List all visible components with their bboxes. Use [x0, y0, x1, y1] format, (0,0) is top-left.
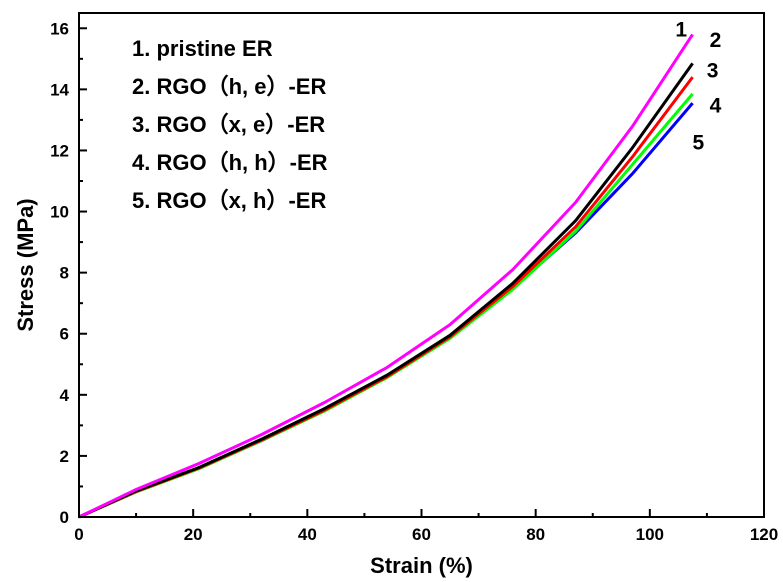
x-tick-label: 60 [412, 525, 431, 544]
y-tick-label: 10 [50, 203, 69, 222]
curve-label-5: 5 [693, 131, 705, 154]
y-tick-label: 4 [60, 386, 70, 405]
series-line-2 [78, 62, 694, 519]
x-tick-label: 100 [636, 525, 664, 544]
x-tick-label: 20 [184, 525, 203, 544]
x-axis: 0 20 40 60 80 100 120 [74, 509, 778, 544]
curve-label-2: 2 [710, 29, 722, 52]
y-tick-label: 14 [50, 80, 69, 99]
y-tick-label: 2 [60, 447, 69, 466]
legend-entry: 3. RGO（x, e）-ER [132, 112, 325, 137]
y-tick-label: 0 [60, 508, 69, 527]
series-layer [78, 33, 694, 519]
curve-label-1: 1 [675, 18, 687, 41]
y-tick-label: 8 [60, 264, 69, 283]
legend-entry: 2. RGO（h, e）-ER [132, 74, 326, 99]
x-tick-label: 80 [526, 525, 545, 544]
series-line-3 [78, 76, 694, 519]
y-axis-title: Stress (MPa) [13, 198, 38, 331]
x-tick-label: 0 [74, 525, 83, 544]
x-tick-label: 120 [750, 525, 778, 544]
curve-labels: 1 2 3 45 [675, 18, 721, 154]
series-line-1 [78, 33, 694, 519]
curve-label-3: 3 [707, 60, 719, 83]
legend-entry: 5. RGO（x, h）-ER [132, 188, 326, 213]
x-axis-title: Strain (%) [370, 553, 473, 578]
y-tick-label: 16 [50, 19, 69, 38]
x-tick-label: 40 [298, 525, 317, 544]
legend-entry: 4. RGO（h, h）-ER [132, 150, 328, 175]
legend-entry: 1. pristine ER [132, 36, 273, 61]
curve-label-4: 4 [710, 95, 722, 118]
y-tick-label: 12 [50, 141, 69, 160]
y-tick-label: 6 [60, 325, 69, 344]
legend: 1. pristine ER 2. RGO（h, e）-ER 3. RGO（x, e… [132, 36, 328, 213]
y-axis: 0 2 4 6 8 10 12 14 16 [50, 19, 87, 527]
